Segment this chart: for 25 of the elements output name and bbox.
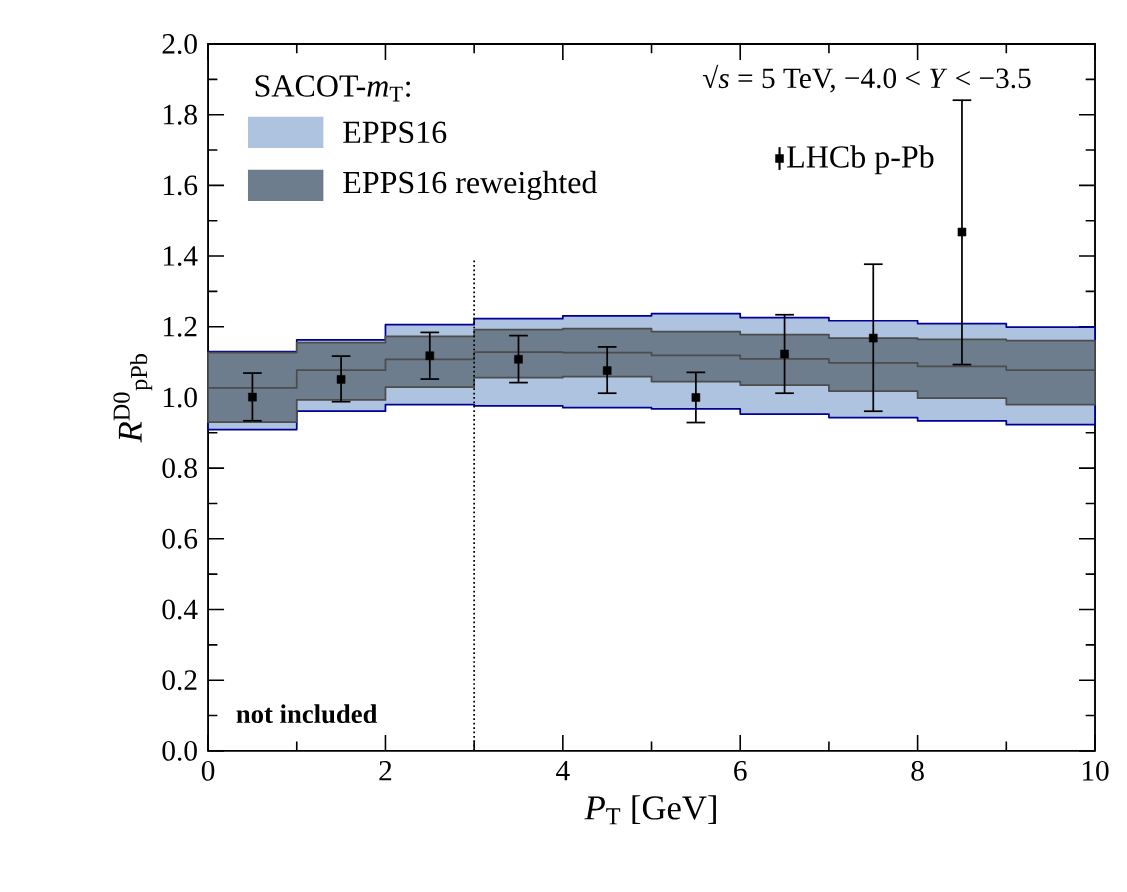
legend-title: SACOT-m$_{T}$:	[255, 75, 410, 102]
y-tick-label: 1.8	[163, 104, 197, 125]
y-tick-label: 1.6	[163, 175, 198, 196]
x-tick-label: 10	[1082, 760, 1109, 781]
y-tick-label: 0.0	[162, 740, 197, 761]
x-tick-label: 8	[911, 760, 924, 781]
y-tick-label: 1.2	[163, 316, 197, 337]
y-tick-label: 0.8	[162, 458, 197, 478]
y-tick-label: 0.2	[162, 670, 197, 691]
legend-label: EPPS16	[343, 121, 447, 143]
x-tick-label: 0	[201, 760, 215, 781]
annotation: √s = 5 TeV, −4.0 < Y < −3.5	[702, 64, 1031, 93]
y-tick-label: 1.4	[163, 246, 198, 266]
y-tick-label: 0.6	[162, 528, 198, 549]
y-tick-label: 0.4	[162, 599, 198, 620]
y-axis-title: R$^{D0}$pPb	[113, 353, 153, 443]
x-tick-label: 6	[734, 760, 747, 781]
y-tick-label: 1.0	[163, 387, 197, 408]
annotation: not included	[236, 704, 378, 724]
legend-label: EPPS16 reweighted	[343, 170, 598, 200]
legend-label: LHCb p-Pb	[787, 145, 934, 175]
x-axis-title: P$_{T}$ [GeV]	[584, 795, 716, 825]
x-tick-label: 2	[379, 760, 392, 781]
y-tick-label: 2.0	[162, 33, 197, 54]
x-tick-label: 4	[556, 760, 570, 781]
